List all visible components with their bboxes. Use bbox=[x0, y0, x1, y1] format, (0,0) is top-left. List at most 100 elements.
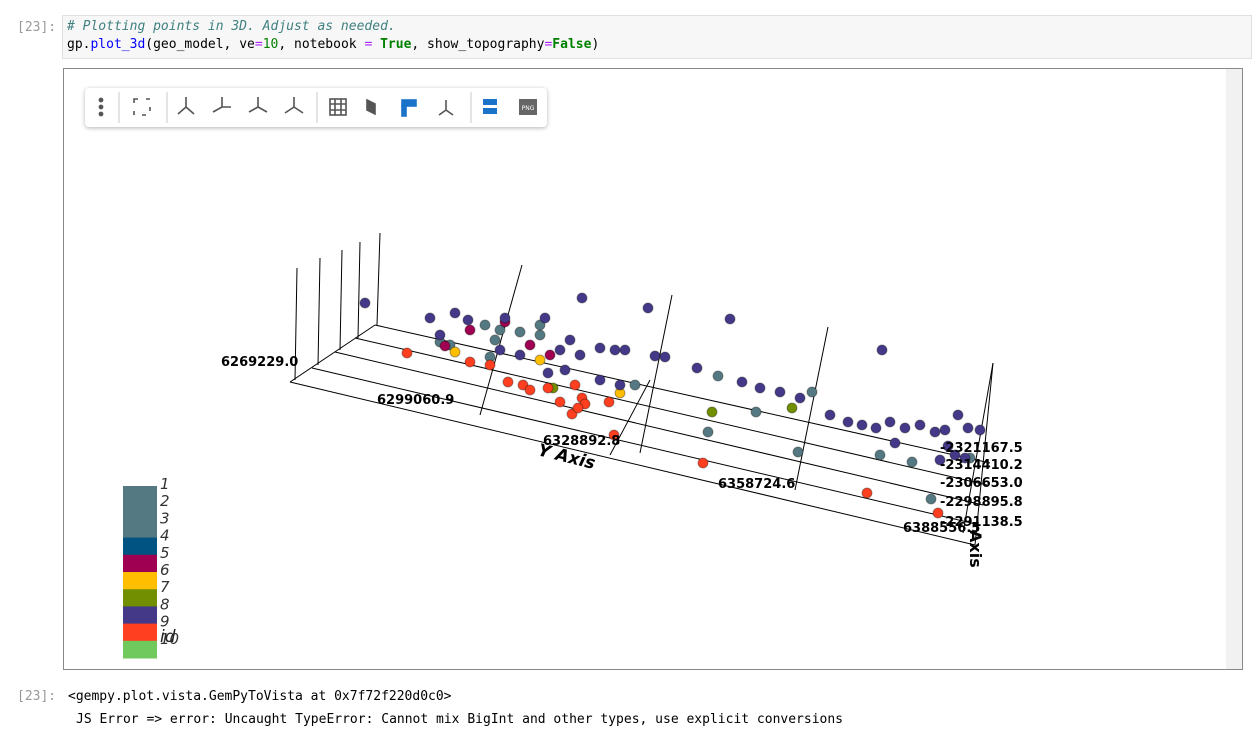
y-tick-label: 6299060.9 bbox=[377, 393, 454, 408]
point bbox=[702, 426, 714, 438]
output-prompt: [23]: bbox=[17, 689, 57, 704]
code-token: gp. bbox=[67, 37, 91, 52]
point bbox=[706, 406, 718, 418]
legend-swatch bbox=[123, 606, 157, 625]
point bbox=[484, 359, 496, 371]
view-z-button[interactable] bbox=[248, 97, 268, 113]
legend-label: 5 bbox=[160, 544, 170, 562]
legend-label: 9 bbox=[160, 613, 170, 631]
grid-button[interactable] bbox=[329, 98, 347, 116]
point bbox=[559, 364, 571, 376]
code-token: False bbox=[552, 37, 592, 52]
point bbox=[736, 376, 748, 388]
plot-output bbox=[63, 68, 1243, 670]
point bbox=[642, 302, 654, 314]
point bbox=[502, 376, 514, 388]
png-button[interactable]: PNG bbox=[519, 99, 537, 115]
z-tick-label: -2321167.5 bbox=[940, 441, 1023, 456]
point bbox=[449, 346, 461, 358]
point bbox=[359, 297, 371, 309]
point bbox=[534, 329, 546, 341]
point bbox=[934, 454, 946, 466]
point bbox=[464, 356, 476, 368]
point bbox=[554, 344, 566, 356]
output-repr: <gempy.plot.vista.GemPyToVista at 0x7f72… bbox=[68, 689, 452, 704]
point bbox=[959, 452, 971, 464]
point bbox=[542, 382, 554, 394]
point bbox=[542, 367, 554, 379]
view-iso-button[interactable] bbox=[284, 97, 304, 114]
point bbox=[691, 362, 703, 374]
view-x-button[interactable] bbox=[177, 97, 195, 115]
toolbar: PNG bbox=[85, 88, 547, 127]
point bbox=[724, 313, 736, 325]
reset-camera-button[interactable] bbox=[133, 98, 151, 116]
code-token: 10 bbox=[262, 37, 279, 52]
js-error: JS Error => error: Uncaught TypeError: C… bbox=[76, 712, 844, 727]
z-tick-label: -2291138.5 bbox=[940, 515, 1023, 530]
point bbox=[574, 349, 586, 361]
point bbox=[494, 324, 506, 336]
point bbox=[514, 349, 526, 361]
point bbox=[489, 334, 501, 346]
point bbox=[774, 386, 786, 398]
legend-swatch bbox=[123, 623, 157, 642]
menu-button[interactable] bbox=[98, 97, 104, 117]
point bbox=[479, 319, 491, 331]
point bbox=[899, 422, 911, 434]
svg-text:PNG: PNG bbox=[522, 105, 535, 112]
point bbox=[619, 344, 631, 356]
axes-button[interactable] bbox=[438, 100, 454, 116]
point bbox=[449, 307, 461, 319]
point bbox=[534, 354, 546, 366]
point bbox=[925, 493, 937, 505]
legend-label: 7 bbox=[160, 578, 170, 596]
point bbox=[614, 379, 626, 391]
point bbox=[608, 429, 620, 441]
point bbox=[750, 406, 762, 418]
point bbox=[401, 347, 413, 359]
point bbox=[554, 396, 566, 408]
legend-swatch bbox=[123, 537, 157, 556]
code-token: = bbox=[544, 37, 553, 52]
legend-swatch bbox=[123, 520, 157, 539]
point bbox=[572, 402, 584, 414]
layers-button[interactable] bbox=[483, 99, 497, 114]
hide-button[interactable] bbox=[366, 98, 376, 116]
point bbox=[659, 351, 671, 363]
point bbox=[424, 312, 436, 324]
point bbox=[874, 449, 886, 461]
point bbox=[569, 379, 581, 391]
z-axis-title: Axis bbox=[966, 530, 985, 568]
point bbox=[464, 324, 476, 336]
scrollbar[interactable] bbox=[1226, 69, 1242, 669]
point bbox=[524, 384, 536, 396]
point bbox=[594, 374, 606, 386]
point bbox=[906, 456, 918, 468]
point bbox=[794, 392, 806, 404]
y-tick-label: 6269229.0 bbox=[221, 355, 298, 370]
point bbox=[439, 340, 451, 352]
point bbox=[962, 422, 974, 434]
point bbox=[870, 422, 882, 434]
point bbox=[499, 312, 511, 324]
point bbox=[932, 507, 944, 519]
y-tick-label: 6388556.5 bbox=[903, 521, 980, 536]
point bbox=[462, 314, 474, 326]
point bbox=[754, 382, 766, 394]
input-prompt: [23]: bbox=[17, 20, 57, 35]
ruler-button[interactable] bbox=[401, 99, 417, 117]
point bbox=[806, 386, 818, 398]
point bbox=[629, 379, 641, 391]
legend-label: 8 bbox=[160, 595, 170, 613]
code-cell[interactable]: # Plotting points in 3D. Adjust as neede… bbox=[62, 15, 1252, 59]
point bbox=[649, 350, 661, 362]
point bbox=[786, 402, 798, 414]
view-y-button[interactable] bbox=[212, 97, 231, 113]
point bbox=[949, 449, 961, 461]
point bbox=[524, 339, 536, 351]
point bbox=[884, 416, 896, 428]
legend-swatch bbox=[123, 640, 157, 659]
point bbox=[856, 419, 868, 431]
